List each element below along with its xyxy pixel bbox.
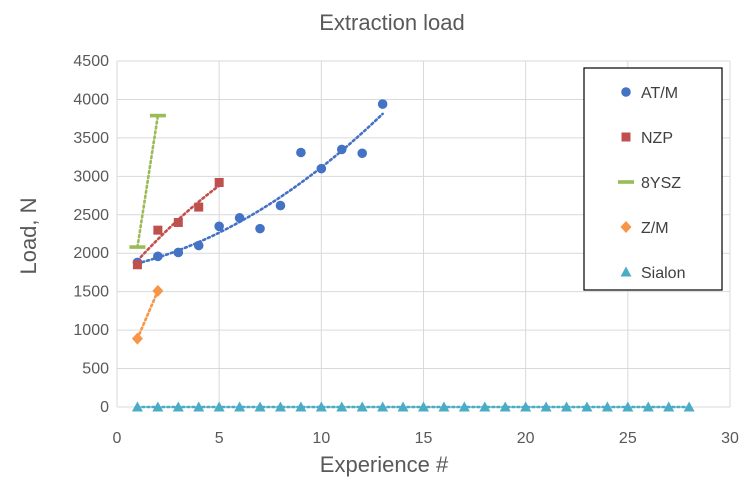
point-sialon	[601, 401, 613, 412]
point-at-m	[234, 213, 245, 223]
point-at-m	[214, 221, 224, 232]
point-sialon	[581, 401, 593, 412]
point-at-m	[316, 163, 327, 174]
y-tick-label: 0	[100, 399, 109, 416]
y-tick-label: 4500	[73, 53, 109, 70]
y-tick-label: 2000	[73, 245, 109, 262]
y-tick-label: 1500	[73, 284, 109, 301]
axis-ticks: 0 500 1000 1500 2000 2500 3000 3500 4000 4500 0 5 10…	[73, 53, 739, 447]
legend-marker-8ysz	[618, 180, 634, 184]
point-sialon	[193, 401, 205, 412]
x-tick-label: 5	[215, 430, 224, 447]
point-at-m	[193, 240, 204, 251]
y-tick-label: 4000	[73, 91, 109, 108]
point-sialon	[458, 401, 470, 412]
point-sialon	[499, 401, 511, 412]
point-nzp	[194, 202, 204, 212]
point-sialon	[540, 401, 552, 412]
point-at-m	[377, 99, 388, 109]
point-8ysz	[129, 245, 146, 249]
point-nzp	[173, 217, 183, 227]
point-sialon	[479, 401, 491, 412]
point-sialon	[274, 401, 286, 412]
point-sialon	[254, 401, 266, 412]
legend-box	[583, 67, 723, 291]
data-points	[129, 99, 695, 412]
trendline-z-m	[136, 289, 160, 340]
point-sialon	[663, 401, 675, 412]
legend-label-at-m: AT/M	[641, 85, 678, 102]
point-sialon	[642, 401, 654, 412]
point-sialon	[397, 401, 409, 412]
legend-marker-sialon	[620, 266, 632, 277]
point-z-m	[131, 332, 143, 345]
point-sialon	[336, 401, 348, 412]
x-tick-label: 20	[517, 430, 535, 447]
trendline-8ysz	[136, 114, 160, 249]
y-tick-label: 3000	[73, 168, 109, 185]
point-sialon	[622, 401, 634, 412]
x-tick-label: 15	[415, 430, 433, 447]
point-sialon	[295, 401, 307, 412]
point-sialon	[131, 401, 143, 412]
legend-label-nzp: NZP	[641, 130, 673, 147]
point-sialon	[234, 401, 246, 412]
x-tick-label: 10	[312, 430, 330, 447]
grid	[116, 60, 731, 408]
x-tick-label: 25	[619, 430, 637, 447]
point-at-m	[336, 144, 347, 155]
chart-title: Extraction load	[319, 10, 465, 35]
point-nzp	[214, 177, 224, 187]
point-sialon	[315, 401, 327, 412]
point-sialon	[683, 401, 695, 412]
point-at-m	[357, 148, 368, 159]
y-axis-label: Load, N	[16, 197, 41, 274]
point-8ysz	[149, 113, 166, 118]
point-at-m	[173, 247, 184, 258]
legend-label-sialon: Sialon	[641, 265, 685, 282]
point-sialon	[213, 401, 225, 412]
point-sialon	[520, 401, 532, 412]
point-nzp	[153, 225, 163, 235]
x-tick-label: 30	[721, 430, 739, 447]
legend-label-z-m: Z/M	[641, 220, 669, 237]
x-axis-label: Experience #	[320, 452, 449, 477]
point-sialon	[356, 401, 368, 412]
x-tick-label: 0	[113, 430, 122, 447]
point-sialon	[418, 401, 429, 412]
point-sialon	[438, 401, 450, 412]
y-tick-label: 1000	[73, 322, 109, 339]
point-sialon	[152, 401, 164, 412]
y-tick-label: 500	[82, 361, 109, 378]
point-at-m	[275, 200, 286, 211]
point-at-m	[153, 251, 163, 262]
legend-marker-nzp	[621, 132, 631, 142]
point-sialon	[377, 401, 389, 412]
point-z-m	[152, 284, 164, 297]
point-at-m	[296, 147, 306, 158]
legend-marker-at-m	[621, 87, 631, 97]
point-sialon	[172, 401, 184, 412]
legend-label-8ysz: 8YSZ	[641, 175, 681, 192]
point-at-m	[255, 223, 265, 234]
y-tick-label: 2500	[73, 207, 109, 224]
point-sialon	[561, 401, 573, 412]
trendline-at-m	[136, 112, 384, 265]
point-nzp	[132, 260, 142, 270]
legend: AT/M NZP 8YSZ Z/M Sialon	[583, 67, 723, 291]
legend-marker-z-m	[620, 221, 632, 233]
y-tick-label: 3500	[73, 130, 109, 147]
